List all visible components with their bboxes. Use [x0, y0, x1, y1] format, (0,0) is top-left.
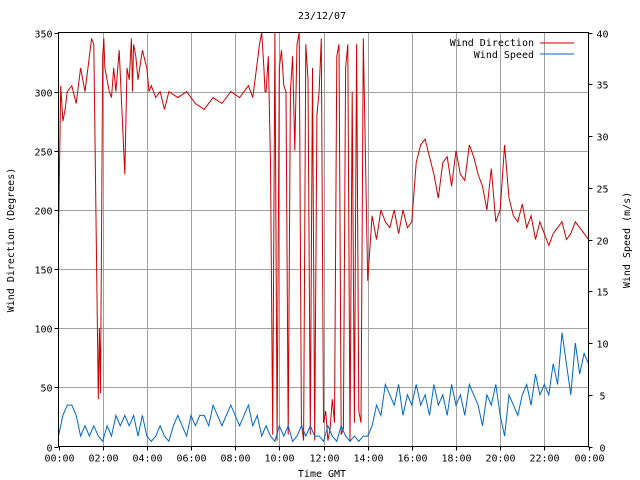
x-tick-label: 08:00 [220, 454, 250, 465]
left-axis-ticks: 0 50 100 150 200 250 300 350 [34, 30, 59, 455]
chart-title: 23/12/07 [298, 11, 346, 22]
left-tick-label: 200 [34, 207, 52, 218]
right-tick-label: 0 [599, 444, 605, 455]
x-axis-ticks: 00:00 02:00 04:00 06:00 08:00 10:00 12:00 14:00… [44, 446, 605, 465]
series-line-wind-direction [58, 32, 589, 441]
x-tick-label: 04:00 [132, 454, 162, 465]
left-tick-label: 50 [40, 384, 52, 395]
x-tick-label: 00:00 [574, 454, 604, 465]
x-tick-label: 16:00 [397, 454, 427, 465]
legend: Wind Direction Wind Speed [450, 38, 574, 61]
x-tick-label: 14:00 [353, 454, 383, 465]
x-tick-label: 22:00 [529, 454, 559, 465]
left-axis-label: Wind Direction (Degrees) [6, 168, 17, 313]
legend-label-wind-speed: Wind Speed [474, 50, 534, 61]
right-tick-label: 10 [596, 340, 608, 351]
right-tick-label: 30 [596, 133, 608, 144]
x-tick-label: 18:00 [441, 454, 471, 465]
x-axis-label: Time GMT [298, 469, 346, 480]
series-line-wind-speed [58, 332, 589, 443]
right-axis-label: Wind Speed (m/s) [622, 192, 633, 288]
left-tick-label: 300 [34, 89, 52, 100]
right-axis-ticks: 0 5 10 15 20 25 30 35 40 [588, 30, 609, 455]
x-tick-label: 00:00 [44, 454, 74, 465]
left-tick-label: 0 [46, 444, 52, 455]
x-tick-label: 06:00 [176, 454, 206, 465]
x-tick-label: 10:00 [264, 454, 294, 465]
right-tick-label: 20 [596, 237, 608, 248]
left-tick-label: 150 [34, 266, 52, 277]
legend-label-wind-direction: Wind Direction [450, 38, 534, 49]
left-tick-label: 350 [34, 30, 52, 41]
right-tick-label: 40 [596, 30, 608, 41]
right-tick-label: 15 [596, 288, 608, 299]
x-tick-label: 20:00 [485, 454, 515, 465]
left-tick-label: 100 [34, 325, 52, 336]
x-tick-label: 02:00 [88, 454, 118, 465]
x-tick-label: 12:00 [309, 454, 339, 465]
plot-frame [58, 32, 589, 447]
right-tick-label: 5 [599, 392, 605, 403]
right-tick-label: 35 [596, 81, 608, 92]
left-tick-label: 250 [34, 148, 52, 159]
right-tick-label: 25 [596, 185, 608, 196]
